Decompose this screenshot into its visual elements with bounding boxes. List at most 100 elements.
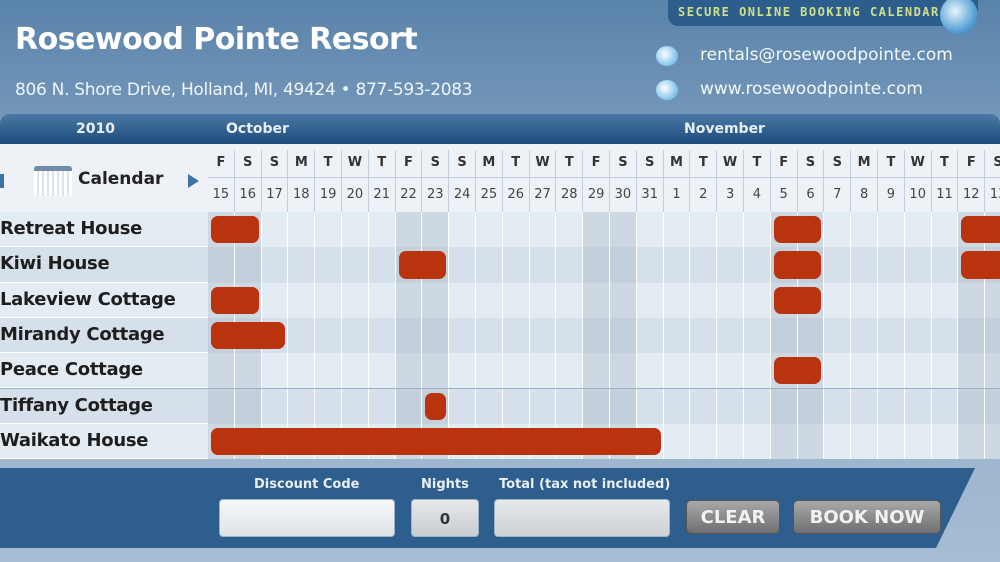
day-cell[interactable] (556, 247, 584, 283)
day-cell[interactable] (824, 247, 852, 283)
day-cell[interactable] (288, 317, 316, 354)
day-cell[interactable] (958, 423, 986, 460)
property-name[interactable]: Mirandy Cottage (0, 323, 165, 345)
day-cell[interactable] (556, 353, 584, 389)
day-cell[interactable] (422, 212, 450, 248)
day-cell[interactable] (717, 317, 744, 354)
day-cell[interactable] (663, 247, 691, 283)
day-cell[interactable] (904, 247, 932, 283)
day-cell[interactable] (824, 388, 852, 424)
book-now-button[interactable]: BOOK NOW (793, 500, 941, 534)
day-cell[interactable] (368, 353, 396, 389)
day-cell[interactable] (636, 388, 664, 424)
day-cell[interactable] (449, 353, 476, 389)
day-cell[interactable] (904, 212, 932, 248)
day-cell[interactable] (824, 353, 852, 389)
day-cell[interactable] (985, 388, 1000, 424)
day-cell[interactable] (690, 282, 718, 318)
day-cell[interactable] (851, 317, 878, 354)
day-cell[interactable] (368, 247, 396, 283)
day-cell[interactable] (395, 212, 423, 248)
day-cell[interactable] (342, 388, 369, 424)
day-cell[interactable] (315, 388, 342, 424)
day-cell[interactable] (368, 212, 396, 248)
discount-code-input[interactable] (219, 499, 395, 537)
day-cell[interactable] (636, 317, 664, 354)
day-cell[interactable] (502, 317, 530, 354)
day-cell[interactable] (529, 212, 557, 248)
day-cell[interactable] (234, 353, 262, 389)
day-cell[interactable] (288, 388, 316, 424)
day-cell[interactable] (690, 212, 718, 248)
day-cell[interactable] (824, 317, 852, 354)
day-cell[interactable] (878, 388, 905, 424)
day-cell[interactable] (851, 282, 878, 318)
day-cell[interactable] (851, 423, 878, 460)
day-cell[interactable] (502, 388, 530, 424)
day-cell[interactable] (958, 317, 986, 354)
day-cell[interactable] (744, 353, 771, 389)
day-cell[interactable] (315, 247, 342, 283)
day-cell[interactable] (931, 353, 959, 389)
day-cell[interactable] (958, 282, 986, 318)
day-cell[interactable] (717, 423, 744, 460)
day-cell[interactable] (851, 247, 878, 283)
day-cell[interactable] (315, 317, 342, 354)
day-cell[interactable] (476, 247, 503, 283)
day-cell[interactable] (395, 353, 423, 389)
day-cell[interactable] (368, 388, 396, 424)
day-cell[interactable] (744, 282, 771, 318)
calendar-icon[interactable] (34, 166, 72, 196)
day-cell[interactable] (502, 353, 530, 389)
day-cell[interactable] (342, 282, 369, 318)
day-cell[interactable] (636, 247, 664, 283)
day-cell[interactable] (476, 353, 503, 389)
booked-block[interactable] (398, 251, 447, 279)
day-cell[interactable] (931, 212, 959, 248)
day-cell[interactable] (422, 317, 450, 354)
property-name[interactable]: Waikato House (0, 429, 149, 451)
day-cell[interactable] (797, 317, 825, 354)
day-cell[interactable] (744, 212, 771, 248)
day-cell[interactable] (851, 353, 878, 389)
day-cell[interactable] (690, 353, 718, 389)
property-name[interactable]: Peace Cottage (0, 359, 143, 381)
day-cell[interactable] (583, 282, 610, 318)
day-cell[interactable] (368, 317, 396, 354)
day-cell[interactable] (529, 388, 557, 424)
day-cell[interactable] (556, 282, 584, 318)
day-cell[interactable] (234, 388, 262, 424)
booked-block[interactable] (425, 392, 447, 420)
day-cell[interactable] (261, 388, 289, 424)
day-cell[interactable] (663, 317, 691, 354)
day-cell[interactable] (958, 353, 986, 389)
website-link[interactable]: www.rosewoodpointe.com (700, 79, 923, 99)
day-cell[interactable] (770, 388, 798, 424)
day-cell[interactable] (315, 282, 342, 318)
day-cell[interactable] (610, 353, 637, 389)
day-cell[interactable] (342, 212, 369, 248)
day-cell[interactable] (797, 423, 825, 460)
day-cell[interactable] (744, 317, 771, 354)
day-cell[interactable] (824, 423, 852, 460)
property-name[interactable]: Kiwi House (0, 253, 110, 275)
day-cell[interactable] (529, 353, 557, 389)
property-name[interactable]: Tiffany Cottage (0, 394, 153, 416)
day-cell[interactable] (744, 247, 771, 283)
day-cell[interactable] (904, 388, 932, 424)
day-cell[interactable] (958, 388, 986, 424)
day-cell[interactable] (208, 388, 235, 424)
day-cell[interactable] (261, 282, 289, 318)
day-cell[interactable] (904, 353, 932, 389)
property-name[interactable]: Retreat House (0, 218, 143, 239)
day-cell[interactable] (690, 247, 718, 283)
day-cell[interactable] (610, 212, 637, 248)
day-cell[interactable] (529, 282, 557, 318)
day-cell[interactable] (288, 247, 316, 283)
day-cell[interactable] (342, 353, 369, 389)
day-cell[interactable] (717, 282, 744, 318)
day-cell[interactable] (610, 247, 637, 283)
day-cell[interactable] (636, 212, 664, 248)
day-cell[interactable] (610, 388, 637, 424)
day-cell[interactable] (208, 353, 235, 389)
